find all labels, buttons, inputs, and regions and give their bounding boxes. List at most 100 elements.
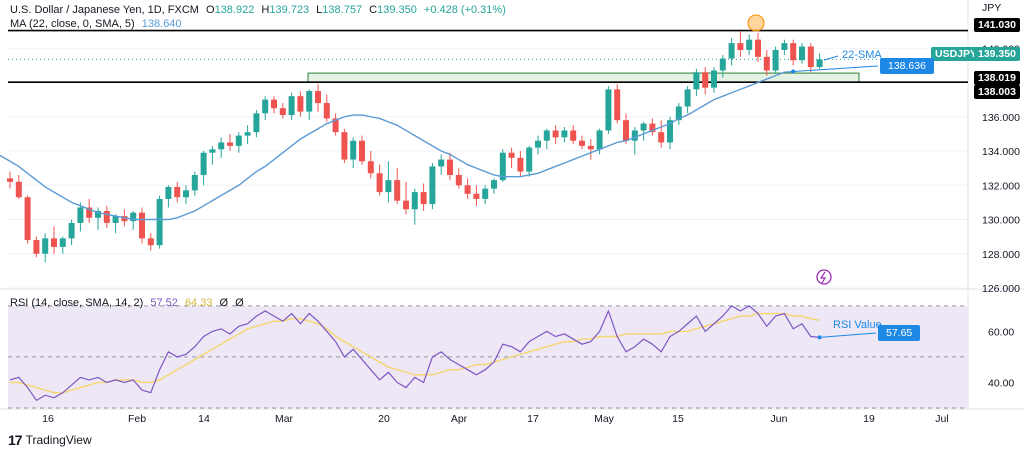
candle-body[interactable]: [112, 216, 119, 223]
candle-body[interactable]: [728, 43, 735, 59]
candle-body[interactable]: [684, 89, 691, 107]
rsi-legend[interactable]: RSI (14, close, SMA, 14, 2) 57.52 64.33 …: [10, 297, 248, 309]
candle-body[interactable]: [719, 58, 726, 71]
candle-body[interactable]: [473, 193, 480, 199]
candle-body[interactable]: [596, 130, 603, 150]
candle-body[interactable]: [332, 118, 339, 133]
candle-body[interactable]: [711, 70, 717, 88]
candle-body[interactable]: [403, 200, 409, 210]
candle-body[interactable]: [614, 89, 621, 121]
candle-body[interactable]: [385, 180, 392, 193]
candle-body[interactable]: [24, 197, 31, 241]
candlesticks[interactable]: [7, 31, 823, 263]
candle-body[interactable]: [279, 108, 286, 116]
candle-body[interactable]: [543, 130, 550, 141]
candle-body[interactable]: [790, 43, 797, 61]
candle-body[interactable]: [411, 192, 418, 210]
candle-body[interactable]: [227, 142, 233, 146]
candle-body[interactable]: [350, 140, 357, 160]
candle-body[interactable]: [200, 152, 207, 175]
ticker-label[interactable]: USDJPY: [931, 47, 982, 61]
candle-body[interactable]: [174, 186, 181, 198]
candle-body[interactable]: [209, 149, 216, 153]
candle-body[interactable]: [262, 99, 269, 114]
candle-body[interactable]: [746, 39, 753, 50]
candle-body[interactable]: [799, 46, 805, 61]
candle-body[interactable]: [306, 91, 313, 112]
candle-body[interactable]: [33, 240, 40, 254]
candle-body[interactable]: [579, 140, 585, 146]
candle-body[interactable]: [15, 181, 22, 198]
candle-body[interactable]: [517, 157, 524, 172]
candle-body[interactable]: [59, 238, 66, 247]
candle-body[interactable]: [42, 238, 49, 254]
candle-body[interactable]: [156, 198, 163, 246]
candle-body[interactable]: [394, 180, 401, 201]
symbol-title[interactable]: U.S. Dollar / Japanese Yen, 1D, FXCM: [10, 4, 199, 16]
candle-body[interactable]: [191, 174, 198, 191]
candle-body[interactable]: [781, 43, 788, 50]
candle-body[interactable]: [139, 212, 145, 239]
candle-body[interactable]: [658, 132, 665, 143]
candle-body[interactable]: [376, 173, 383, 193]
candle-body[interactable]: [297, 96, 304, 112]
candle-body[interactable]: [675, 106, 682, 121]
candle-body[interactable]: [508, 152, 515, 158]
candle-body[interactable]: [702, 72, 709, 88]
candle-body[interactable]: [491, 180, 497, 189]
candle-body[interactable]: [77, 207, 84, 223]
candle-body[interactable]: [667, 120, 673, 143]
candle-body[interactable]: [367, 161, 374, 174]
candle-body[interactable]: [315, 91, 321, 104]
candle-body[interactable]: [288, 96, 295, 116]
candle-body[interactable]: [640, 123, 647, 131]
candle-body[interactable]: [183, 190, 189, 198]
candle-body[interactable]: [499, 152, 506, 181]
candle-body[interactable]: [807, 46, 814, 68]
candle-body[interactable]: [570, 130, 577, 141]
candle-body[interactable]: [103, 210, 110, 223]
candle-body[interactable]: [165, 186, 172, 199]
candle-body[interactable]: [218, 142, 225, 150]
candle-body[interactable]: [235, 135, 242, 146]
candle-body[interactable]: [447, 159, 453, 175]
candle-body[interactable]: [526, 147, 533, 172]
candle-body[interactable]: [7, 178, 13, 182]
candle-body[interactable]: [323, 103, 330, 119]
candle-body[interactable]: [121, 216, 128, 222]
candle-body[interactable]: [631, 130, 638, 141]
candle-body[interactable]: [95, 210, 101, 218]
candle-body[interactable]: [420, 192, 427, 205]
candle-body[interactable]: [341, 132, 348, 160]
candle-body[interactable]: [271, 99, 277, 109]
candle-body[interactable]: [763, 56, 770, 71]
candle-body[interactable]: [737, 43, 744, 50]
candle-body[interactable]: [130, 212, 137, 222]
candle-body[interactable]: [68, 222, 75, 239]
event-icon[interactable]: [816, 269, 832, 285]
candle-body[interactable]: [51, 238, 57, 247]
candle-body[interactable]: [605, 89, 612, 131]
candle-body[interactable]: [755, 39, 761, 57]
candle-body[interactable]: [816, 59, 823, 68]
candle-body[interactable]: [552, 130, 559, 138]
candle-body[interactable]: [253, 113, 260, 133]
candle-body[interactable]: [359, 140, 365, 162]
candle-body[interactable]: [772, 49, 779, 71]
ma-legend[interactable]: MA (22, close, 0, SMA, 5) 138.640: [10, 18, 186, 30]
candle-body[interactable]: [464, 185, 471, 194]
candle-body[interactable]: [147, 238, 154, 246]
candle-body[interactable]: [623, 120, 629, 141]
candle-body[interactable]: [438, 159, 445, 167]
candle-body[interactable]: [455, 174, 462, 186]
candle-body[interactable]: [649, 123, 656, 133]
candle-body[interactable]: [693, 72, 700, 90]
candle-body[interactable]: [587, 145, 594, 150]
candle-body[interactable]: [244, 132, 251, 136]
candle-body[interactable]: [535, 140, 541, 148]
tradingview-logo[interactable]: 17 TradingView: [8, 432, 92, 448]
time-axis[interactable]: 16 Feb 14 Mar 20 Apr 17 May 15 Jun 19 Jul: [42, 413, 949, 425]
candle-body[interactable]: [86, 207, 93, 218]
candle-body[interactable]: [429, 166, 436, 205]
